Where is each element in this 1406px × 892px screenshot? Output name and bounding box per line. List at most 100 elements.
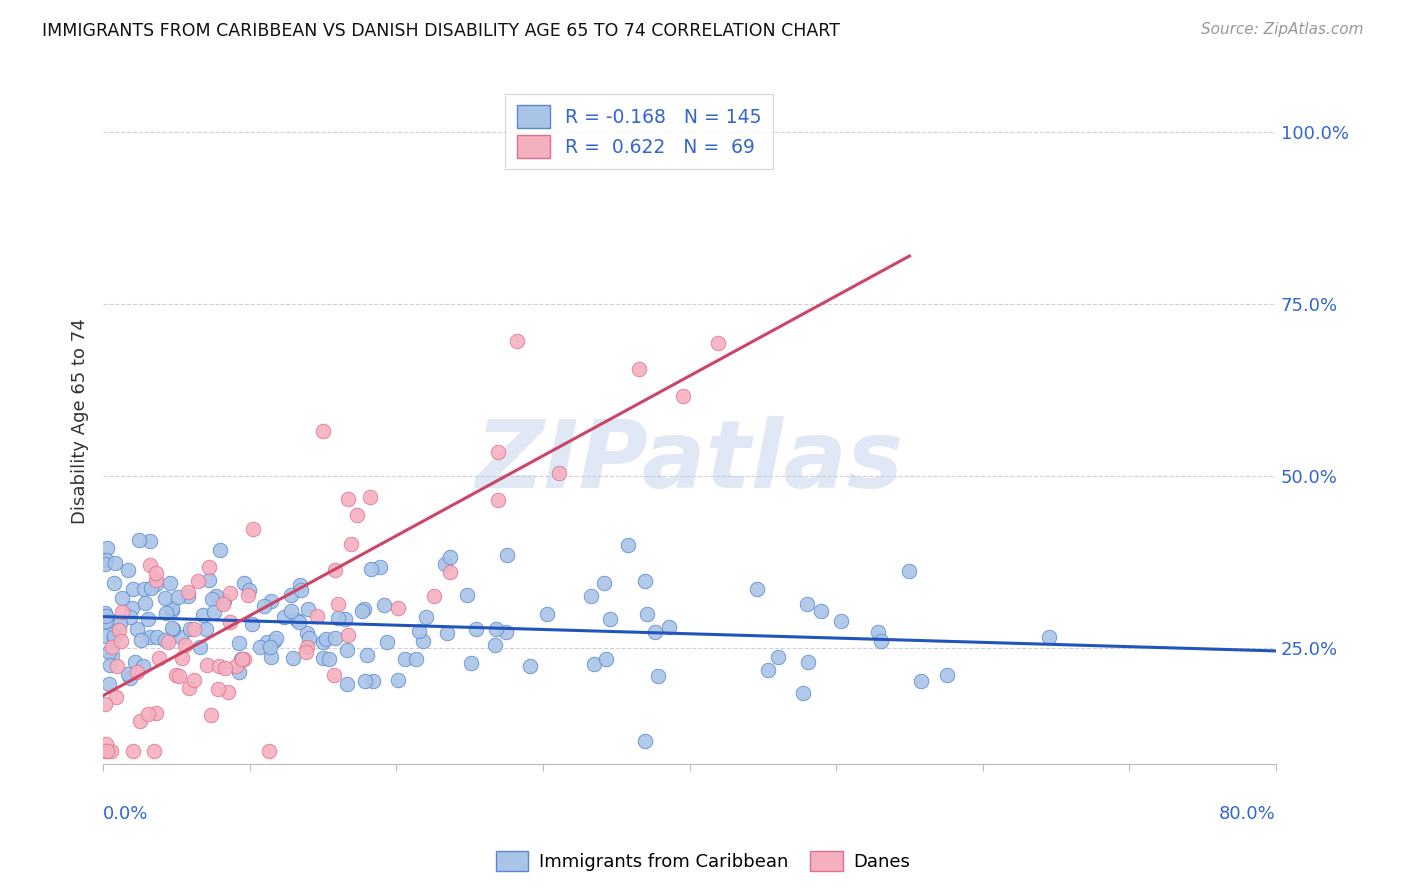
Point [145,566,167,580]
Point [105,690,128,704]
Point [263,634,285,648]
Point [506,334,529,348]
Point [153,633,176,648]
Point [129,633,152,648]
Point [315,632,337,646]
Point [266,631,288,645]
Point [104,557,127,571]
Point [408,624,430,638]
Point [280,588,302,602]
Point [869,634,891,648]
Point [204,590,226,604]
Point [228,635,250,649]
Point [218,615,240,630]
Point [318,652,340,666]
Point [100,614,122,628]
Point [353,602,375,616]
Point [96,541,118,555]
Point [200,707,222,722]
Point [136,612,159,626]
Point [139,581,162,595]
Point [127,665,149,680]
Point [98,658,121,673]
Point [260,650,283,665]
Point [198,560,221,574]
Point [93,743,115,757]
Point [160,621,183,635]
Point [217,685,239,699]
Point [599,612,621,626]
Point [633,574,655,588]
Point [111,591,134,605]
Point [323,631,346,645]
Point [177,681,200,695]
Text: Source: ZipAtlas.com: Source: ZipAtlas.com [1201,22,1364,37]
Point [105,658,128,673]
Point [229,651,252,665]
Point [145,706,167,720]
Point [231,652,253,666]
Point [484,638,506,652]
Point [236,588,259,602]
Point [93,606,115,620]
Point [260,594,283,608]
Point [139,631,162,645]
Point [93,557,115,571]
Point [465,623,488,637]
Point [323,563,346,577]
Point [110,633,132,648]
Point [134,596,156,610]
Point [617,538,640,552]
Point [111,605,134,619]
Point [486,445,509,459]
Point [256,634,278,648]
Point [183,673,205,688]
Point [194,622,217,636]
Point [634,734,657,748]
Point [128,533,150,548]
Point [323,668,346,682]
Y-axis label: Disability Age 65 to 74: Disability Age 65 to 74 [72,318,89,524]
Point [233,652,256,666]
Legend: R = -0.168   N = 145, R =  0.622   N =  69: R = -0.168 N = 145, R = 0.622 N = 69 [505,94,773,169]
Point [1038,630,1060,644]
Point [339,537,361,551]
Point [170,651,193,665]
Point [129,714,152,728]
Point [335,677,357,691]
Point [94,614,117,628]
Point [167,669,190,683]
Legend: Immigrants from Caribbean, Danes: Immigrants from Caribbean, Danes [488,844,918,879]
Point [910,674,932,689]
Point [592,575,614,590]
Point [394,652,416,666]
Point [273,610,295,624]
Point [295,640,318,655]
Point [519,658,541,673]
Point [792,685,814,699]
Point [747,582,769,596]
Point [153,591,176,605]
Point [935,668,957,682]
Point [439,549,461,564]
Point [295,626,318,640]
Point [439,566,461,580]
Point [139,558,162,573]
Point [360,491,382,505]
Point [311,651,333,665]
Point [257,743,280,757]
Point [96,553,118,567]
Point [122,743,145,757]
Point [233,575,256,590]
Point [198,573,221,587]
Point [830,615,852,629]
Point [356,648,378,663]
Point [174,638,197,652]
Point [100,743,122,757]
Point [647,669,669,683]
Point [436,625,458,640]
Point [96,743,118,757]
Point [595,651,617,665]
Point [866,625,889,640]
Point [287,613,309,627]
